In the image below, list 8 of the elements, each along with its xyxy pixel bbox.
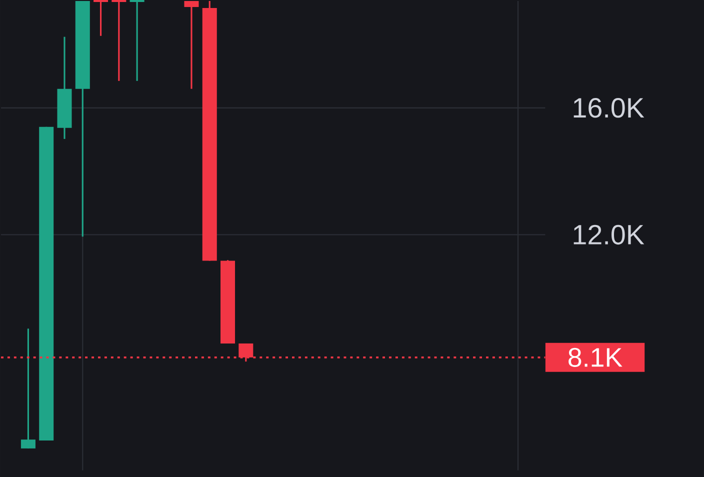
y-tick-label: 16.0K	[574, 98, 644, 118]
candlestick	[130, 0, 144, 82]
ref-line-label: 8.1K	[568, 348, 622, 367]
candlestick	[94, 0, 108, 37]
candlestick	[184, 0, 199, 90]
candlestick	[112, 0, 126, 82]
y-tick-label: 12.0K	[574, 224, 644, 244]
candlestick	[20, 328, 36, 450]
